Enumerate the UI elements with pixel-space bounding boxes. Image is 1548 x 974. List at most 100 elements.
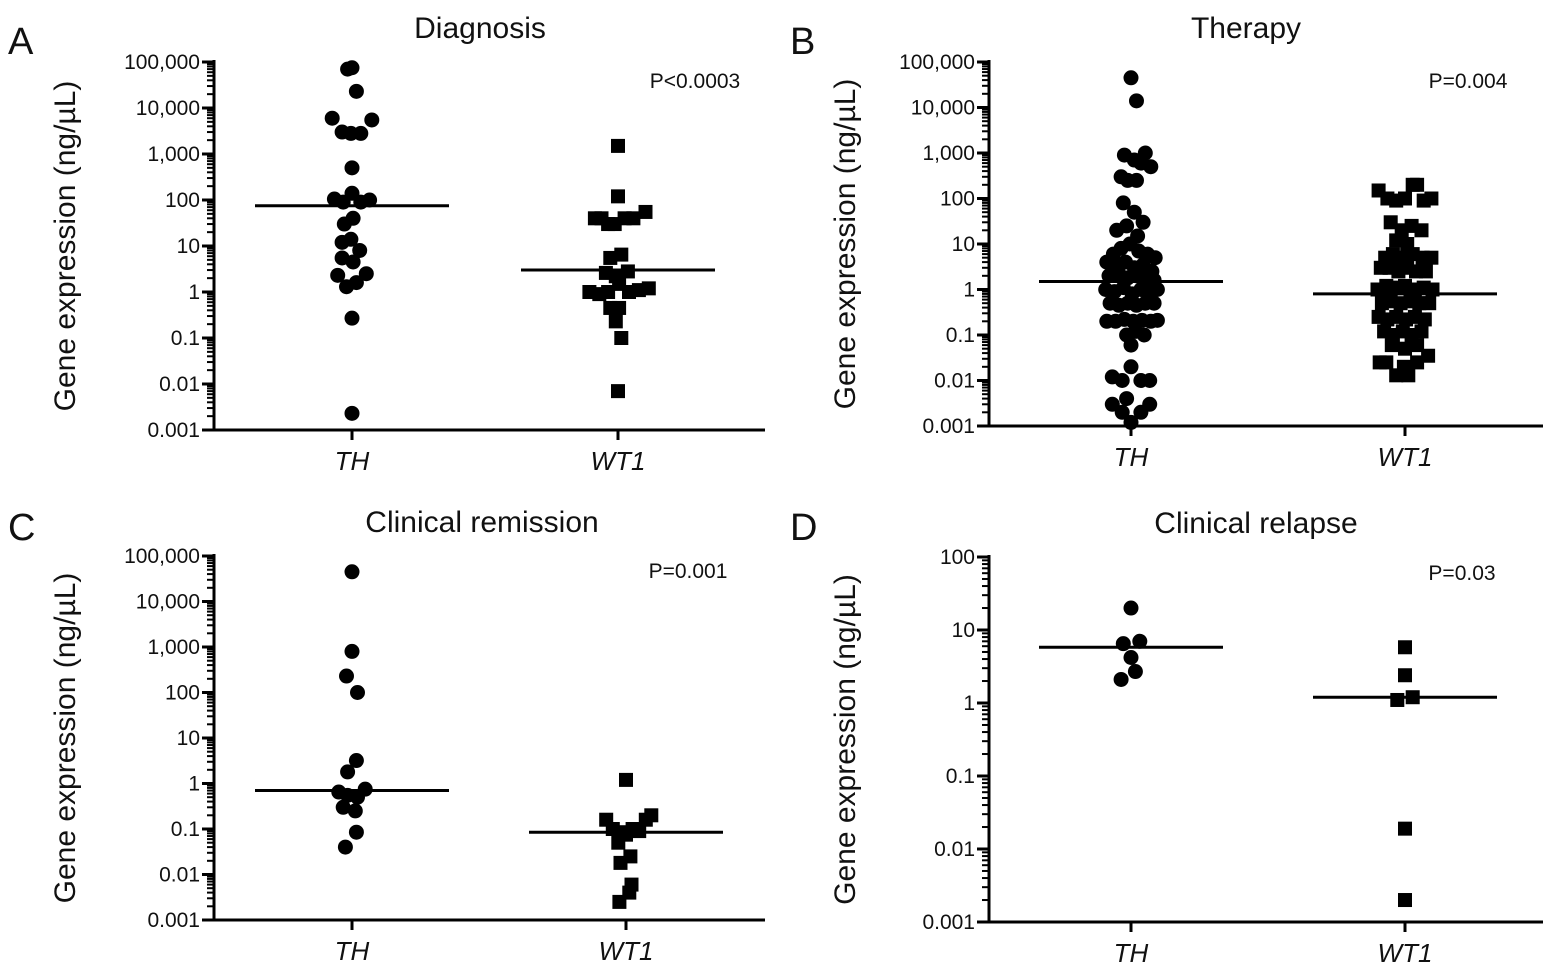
- data-point-circle: [1123, 650, 1139, 666]
- data-point-circle: [343, 231, 359, 247]
- y-tick-label: 1,000: [147, 143, 200, 166]
- data-point-square: [612, 300, 627, 315]
- y-tick-label: 10: [952, 233, 975, 256]
- data-point-circle: [1142, 373, 1158, 388]
- data-point-circle: [1149, 282, 1165, 297]
- series-th: [255, 564, 449, 855]
- data-point-square: [611, 384, 625, 399]
- x-category-label: TH: [1114, 442, 1149, 472]
- data-point-square: [1379, 355, 1394, 370]
- data-point-square: [614, 331, 629, 345]
- y-tick-label: 0.01: [159, 864, 200, 887]
- p-value-annotation: P<0.0003: [650, 70, 741, 93]
- y-tick-label: 10: [952, 619, 975, 642]
- data-point-square: [1422, 296, 1437, 311]
- data-point-square: [1398, 668, 1412, 683]
- data-point-circle: [344, 60, 360, 76]
- data-point-square: [641, 281, 656, 296]
- y-tick-label: 0.001: [922, 415, 975, 438]
- data-point-square: [626, 211, 641, 226]
- x-category-label: TH: [1114, 938, 1149, 968]
- data-point-circle: [337, 839, 353, 855]
- chart-title: Clinical relapse: [1154, 507, 1357, 540]
- data-point-square: [607, 217, 622, 232]
- data-point-square: [612, 894, 627, 909]
- data-point-circle: [1115, 195, 1131, 211]
- data-point-circle: [344, 160, 360, 176]
- data-point-circle: [345, 254, 361, 270]
- y-tick-label: 1,000: [922, 142, 975, 165]
- y-tick-label: 100,000: [124, 545, 200, 568]
- panel-letter: A: [8, 21, 34, 63]
- data-point-square: [1424, 191, 1439, 206]
- data-point-circle: [1119, 391, 1135, 407]
- data-point-circle: [1135, 214, 1151, 230]
- data-point-circle: [348, 753, 364, 769]
- data-point-square: [601, 285, 616, 299]
- data-point-square: [611, 835, 626, 850]
- data-point-circle: [344, 310, 360, 326]
- y-tick-label: 100: [165, 189, 200, 212]
- p-value-annotation: P=0.03: [1428, 562, 1495, 585]
- chart-title: Clinical remission: [365, 506, 598, 539]
- y-tick-label: 0.01: [159, 373, 200, 396]
- data-point-square: [1401, 368, 1416, 383]
- data-point-circle: [347, 803, 363, 819]
- data-point-circle: [1133, 404, 1149, 420]
- data-point-square: [1414, 324, 1429, 339]
- data-point-square: [1414, 223, 1429, 238]
- data-point-circle: [1136, 327, 1152, 343]
- x-category-label: WT1: [1378, 938, 1433, 968]
- data-point-square: [1398, 191, 1412, 206]
- data-point-circle: [1147, 250, 1163, 266]
- data-point-square: [611, 189, 625, 204]
- y-tick-label: 1,000: [147, 636, 200, 659]
- data-point-circle: [324, 110, 340, 126]
- series-wt1: [529, 772, 723, 909]
- y-tick-label: 100,000: [899, 51, 975, 74]
- series-th: [255, 60, 449, 421]
- data-point-circle: [1137, 145, 1153, 161]
- data-point-circle: [1146, 295, 1162, 311]
- data-point-square: [1389, 233, 1404, 248]
- data-point-square: [1383, 215, 1398, 230]
- panel-letter: D: [790, 507, 817, 549]
- series-wt1: [1313, 640, 1497, 908]
- data-point-circle: [1123, 600, 1139, 616]
- data-point-circle: [1129, 172, 1144, 188]
- y-tick-label: 1: [188, 773, 200, 796]
- data-point-square: [1398, 893, 1412, 908]
- y-tick-label: 100,000: [124, 51, 200, 74]
- x-category-label: TH: [335, 936, 370, 966]
- data-point-circle: [1123, 359, 1139, 375]
- data-point-square: [1398, 341, 1412, 356]
- data-point-circle: [348, 83, 364, 99]
- chart-title: Diagnosis: [414, 12, 546, 45]
- y-tick-label: 10: [177, 727, 200, 750]
- data-point-square: [1410, 177, 1425, 192]
- x-category-label: WT1: [1378, 442, 1433, 472]
- y-axis-label: Gene expression (ng/µL): [49, 81, 82, 412]
- data-point-square: [614, 247, 629, 262]
- x-category-label: WT1: [591, 446, 646, 476]
- data-point-square: [1421, 348, 1436, 363]
- data-point-square: [619, 772, 633, 787]
- data-point-circle: [1143, 159, 1159, 175]
- series-th: [1039, 600, 1223, 687]
- data-point-circle: [353, 125, 369, 141]
- y-tick-label: 0.001: [922, 911, 975, 934]
- y-tick-label: 10,000: [911, 97, 975, 120]
- panel-d: D Clinical relapse Gene expression (ng/µL)…: [790, 507, 1543, 968]
- data-point-circle: [335, 799, 351, 815]
- y-tick-label: 1: [188, 281, 200, 304]
- data-point-square: [1410, 338, 1425, 353]
- data-point-square: [638, 812, 653, 827]
- data-point-circle: [1123, 337, 1139, 353]
- data-point-square: [1418, 264, 1433, 279]
- data-point-circle: [364, 112, 380, 128]
- x-category-label: WT1: [599, 936, 654, 966]
- p-value-annotation: P=0.004: [1429, 70, 1508, 93]
- y-tick-label: 0.001: [147, 909, 200, 932]
- data-point-circle: [345, 210, 361, 226]
- data-point-circle: [1123, 70, 1139, 86]
